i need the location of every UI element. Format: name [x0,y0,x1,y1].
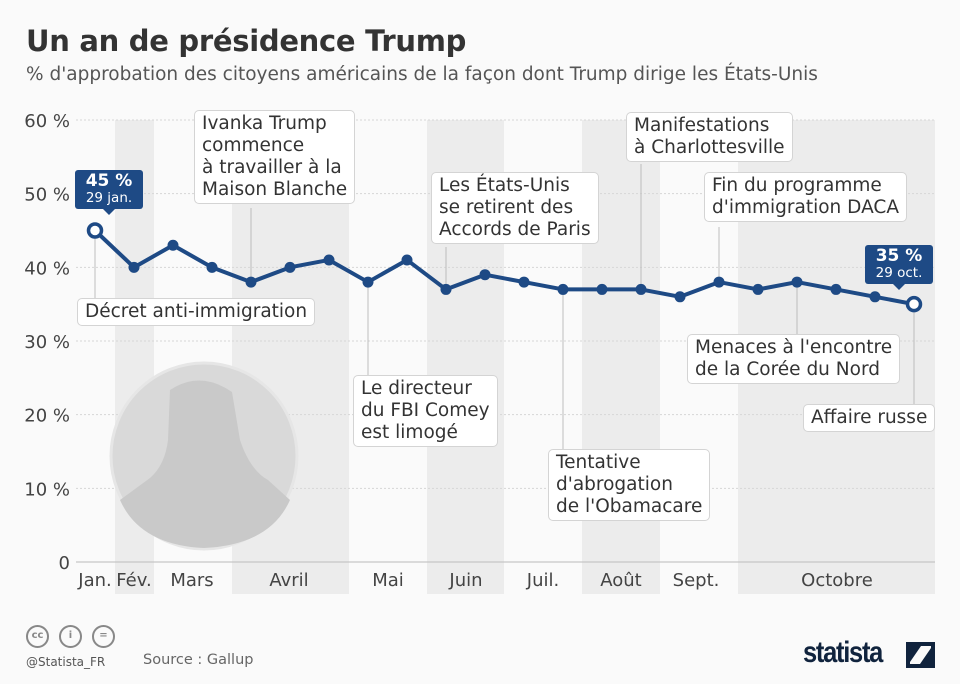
data-point [128,261,140,273]
statista-logo-mark [906,642,935,668]
y-tick-label: 20 % [24,406,70,427]
data-point [635,283,647,295]
x-tick-label: Octobre [801,570,873,591]
x-tick-label: Avril [269,570,308,591]
y-tick-label: 10 % [24,479,70,500]
x-tick-label: Mars [170,570,213,591]
statista-logo: statista [803,636,883,669]
x-tick-label: Juil. [526,570,559,591]
data-point [401,254,413,266]
by-icon: i [59,625,82,648]
page-title: Un an de présidence Trump [26,24,467,58]
annotation-box: Menaces à l'encontre de la Corée du Nord [687,334,901,384]
data-point [752,283,764,295]
data-point [206,261,218,273]
data-point [518,276,530,288]
x-tick-label: Mai [372,570,404,591]
annotation-box: Le directeur du FBI Comey est limogé [353,375,498,447]
annotation-box: Affaire russe [803,404,936,432]
start-date: 29 jan. [85,190,133,206]
annotation-box: Tentative d'abrogation de l'Obamacare [548,449,711,521]
y-tick-label: 0 [59,553,70,574]
cc-icon: cc [26,625,49,648]
annotation-box: Les États-Unis se retirent des Accords d… [431,172,599,244]
subtitle: % d'approbation des citoyens américains … [26,64,818,85]
nd-icon: = [92,625,115,648]
data-point [674,291,686,303]
data-point [284,261,296,273]
statista-handle[interactable]: @Statista_FR [26,655,106,669]
data-point [869,291,881,303]
data-point [830,283,842,295]
data-point [596,283,608,295]
data-point [323,254,335,266]
y-tick-label: 40 % [24,258,70,279]
source: Source : Gallup [143,652,254,668]
data-point [362,276,374,288]
x-tick-label: Août [600,570,641,591]
data-point [791,276,803,288]
start-value: 45 % [85,171,133,191]
data-point [440,283,452,295]
annotation-box: Manifestations à Charlottesville [626,112,793,162]
end-date: 29 oct. [875,265,923,281]
data-point [905,295,923,313]
y-tick-label: 50 % [24,185,70,206]
series-line [93,229,915,307]
x-tick-label: Juin [448,570,482,591]
end-value: 35 % [875,246,923,266]
data-point [86,222,104,239]
annotation-box: Décret anti-immigration [77,298,316,326]
data-point [167,239,179,251]
end-value-tag: 35 % 29 oct. [865,245,933,290]
x-tick-label: Jan. [77,570,111,591]
x-tick-label: Sept. [673,570,720,591]
data-point [479,269,491,281]
x-tick-label: Fév. [116,570,151,591]
y-tick-label: 30 % [24,332,70,353]
y-tick-label: 60 % [24,111,70,132]
trump-silhouette [120,380,290,548]
data-point [713,276,725,288]
data-point [557,283,569,295]
annotation-box: Fin du programme d'immigration DACA [704,172,907,222]
start-value-tag: 45 % 29 jan. [75,170,143,215]
annotation-box: Ivanka Trump commence à travailler à la … [194,110,356,204]
data-point [245,276,257,288]
